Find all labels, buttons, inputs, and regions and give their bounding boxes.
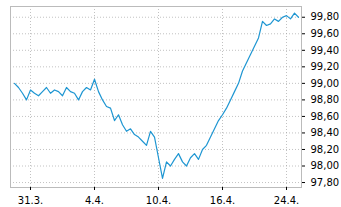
svg-text:16.4.: 16.4. (210, 195, 235, 206)
svg-text:24.4.: 24.4. (274, 195, 299, 206)
svg-text:98,60: 98,60 (311, 111, 340, 122)
svg-text:98,80: 98,80 (311, 94, 340, 105)
svg-text:98,40: 98,40 (311, 127, 340, 138)
svg-text:99,00: 99,00 (311, 78, 340, 89)
svg-text:97,80: 97,80 (311, 177, 340, 188)
svg-text:99,20: 99,20 (311, 61, 340, 72)
svg-text:31.3.: 31.3. (18, 195, 43, 206)
svg-text:98,20: 98,20 (311, 144, 340, 155)
svg-text:99,40: 99,40 (311, 45, 340, 56)
svg-text:99,60: 99,60 (311, 28, 340, 39)
svg-text:10.4.: 10.4. (146, 195, 171, 206)
svg-text:99,80: 99,80 (311, 11, 340, 22)
svg-text:4.4.: 4.4. (85, 195, 104, 206)
svg-text:98,00: 98,00 (311, 160, 340, 171)
